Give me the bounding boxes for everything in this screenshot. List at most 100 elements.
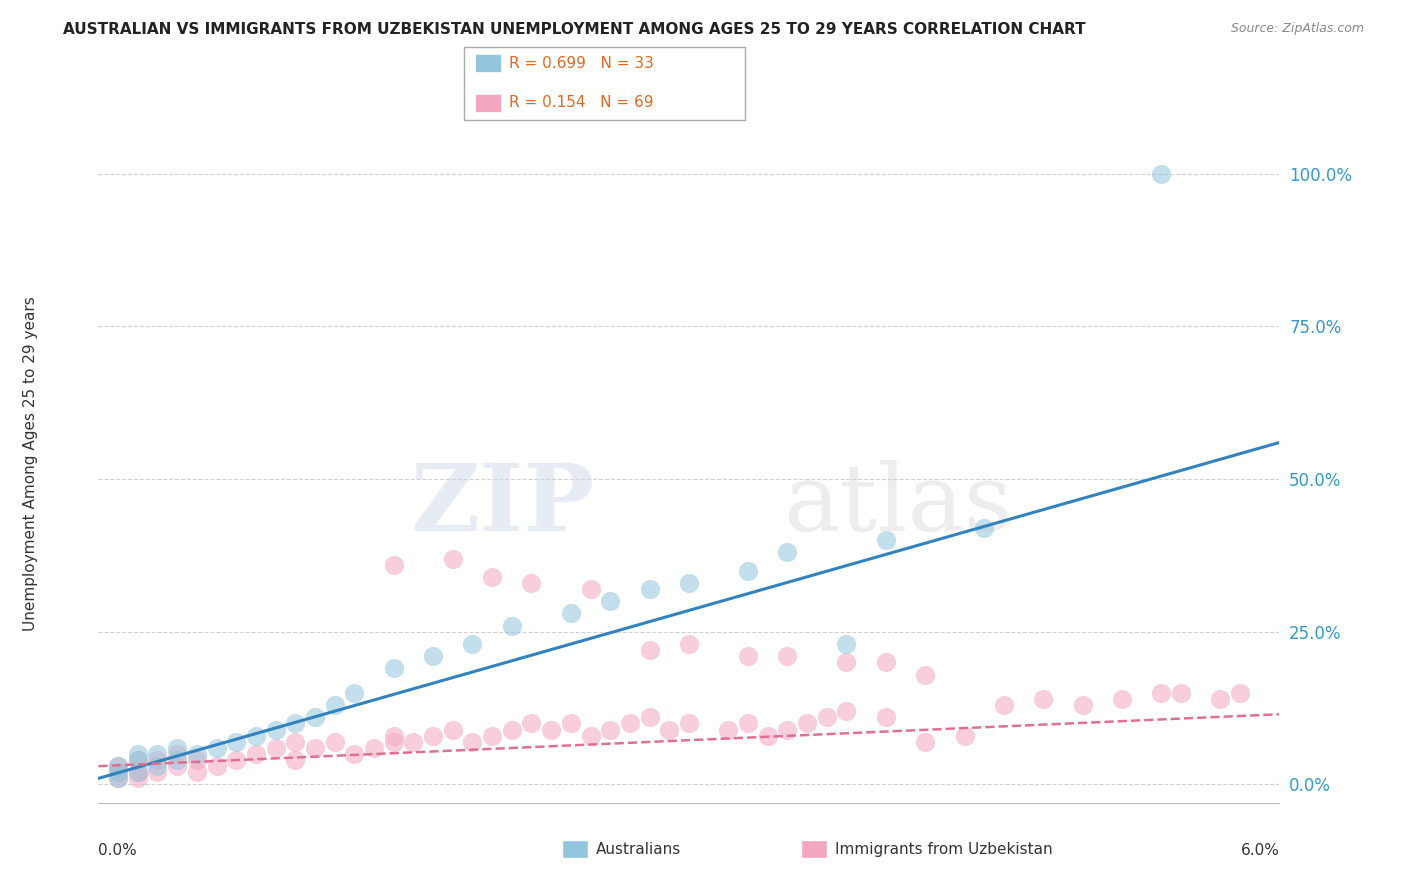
- Point: [146, 753, 169, 767]
- Point: [107, 772, 129, 786]
- Text: 0.0%: 0.0%: [98, 843, 138, 858]
- Point: [107, 759, 129, 773]
- Text: AUSTRALIAN VS IMMIGRANTS FROM UZBEKISTAN UNEMPLOYMENT AMONG AGES 25 TO 29 YEARS : AUSTRALIAN VS IMMIGRANTS FROM UZBEKISTAN…: [63, 22, 1085, 37]
- Point: [776, 649, 799, 664]
- Point: [599, 723, 621, 737]
- Point: [658, 723, 681, 737]
- Point: [1071, 698, 1094, 712]
- Point: [304, 710, 326, 724]
- Point: [678, 576, 700, 591]
- Point: [304, 740, 326, 755]
- Point: [678, 716, 700, 731]
- Point: [284, 716, 307, 731]
- Point: [127, 747, 149, 761]
- Point: [993, 698, 1015, 712]
- Point: [835, 656, 858, 670]
- Point: [146, 759, 169, 773]
- Point: [284, 735, 307, 749]
- Point: [422, 649, 444, 664]
- Point: [1150, 167, 1173, 181]
- Point: [875, 656, 897, 670]
- Text: Unemployment Among Ages 25 to 29 years: Unemployment Among Ages 25 to 29 years: [24, 296, 38, 632]
- Point: [422, 729, 444, 743]
- Point: [323, 735, 346, 749]
- Point: [579, 582, 602, 596]
- Point: [914, 667, 936, 681]
- Point: [973, 521, 995, 535]
- Point: [540, 723, 562, 737]
- Point: [599, 594, 621, 608]
- Point: [875, 710, 897, 724]
- Point: [186, 753, 208, 767]
- Point: [382, 735, 405, 749]
- Point: [382, 661, 405, 675]
- Point: [323, 698, 346, 712]
- Point: [146, 747, 169, 761]
- Text: Source: ZipAtlas.com: Source: ZipAtlas.com: [1230, 22, 1364, 36]
- Point: [481, 729, 503, 743]
- Point: [1229, 686, 1251, 700]
- Point: [107, 765, 129, 780]
- Point: [737, 564, 759, 578]
- Point: [245, 729, 267, 743]
- Point: [638, 710, 661, 724]
- Point: [402, 735, 425, 749]
- Text: ZIP: ZIP: [411, 459, 595, 549]
- Point: [166, 747, 188, 761]
- Point: [776, 723, 799, 737]
- Point: [225, 735, 247, 749]
- Point: [343, 686, 366, 700]
- Point: [717, 723, 740, 737]
- Point: [264, 740, 287, 755]
- Point: [127, 765, 149, 780]
- Point: [953, 729, 976, 743]
- Point: [127, 753, 149, 767]
- Text: atlas: atlas: [783, 459, 1012, 549]
- Point: [166, 740, 188, 755]
- Text: R = 0.699   N = 33: R = 0.699 N = 33: [509, 56, 654, 70]
- Point: [520, 716, 543, 731]
- Point: [107, 772, 129, 786]
- Point: [1032, 692, 1054, 706]
- Point: [186, 747, 208, 761]
- Point: [776, 545, 799, 559]
- Point: [107, 765, 129, 780]
- Point: [1209, 692, 1232, 706]
- Point: [225, 753, 247, 767]
- Text: Immigrants from Uzbekistan: Immigrants from Uzbekistan: [835, 842, 1053, 856]
- Point: [1111, 692, 1133, 706]
- Point: [875, 533, 897, 548]
- Point: [107, 759, 129, 773]
- Point: [343, 747, 366, 761]
- Point: [501, 723, 523, 737]
- Point: [284, 753, 307, 767]
- Point: [1150, 686, 1173, 700]
- Point: [441, 551, 464, 566]
- Point: [186, 765, 208, 780]
- Point: [737, 716, 759, 731]
- Point: [382, 729, 405, 743]
- Point: [520, 576, 543, 591]
- Point: [835, 704, 858, 718]
- Point: [166, 759, 188, 773]
- Text: Australians: Australians: [596, 842, 682, 856]
- Point: [560, 607, 582, 621]
- Point: [127, 765, 149, 780]
- Point: [579, 729, 602, 743]
- Point: [363, 740, 385, 755]
- Point: [264, 723, 287, 737]
- Point: [205, 740, 228, 755]
- Point: [146, 765, 169, 780]
- Point: [166, 753, 188, 767]
- Point: [501, 618, 523, 632]
- Point: [914, 735, 936, 749]
- Point: [638, 582, 661, 596]
- Text: R = 0.154   N = 69: R = 0.154 N = 69: [509, 95, 654, 110]
- Text: 6.0%: 6.0%: [1240, 843, 1279, 858]
- Point: [481, 570, 503, 584]
- Point: [127, 772, 149, 786]
- Point: [1170, 686, 1192, 700]
- Point: [461, 637, 484, 651]
- Point: [382, 558, 405, 572]
- Point: [205, 759, 228, 773]
